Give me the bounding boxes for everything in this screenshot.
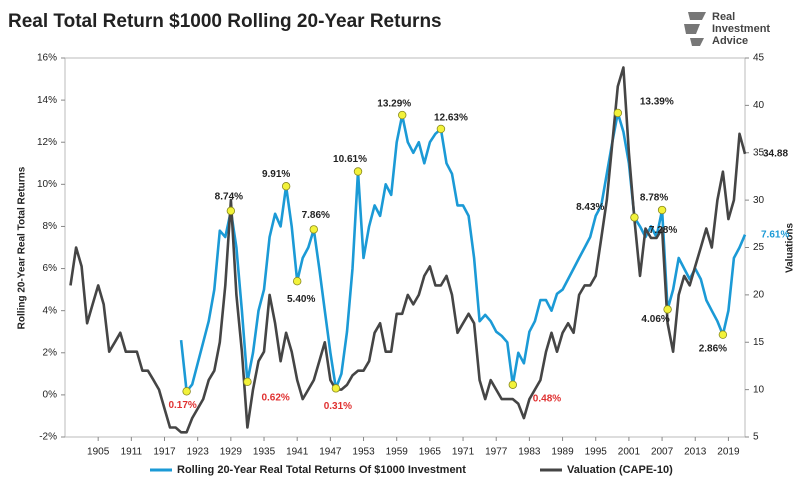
x-tick-label: 1959 [386, 447, 409, 458]
annotation-marker [292, 276, 302, 286]
annotation-label: 4.06% [641, 314, 669, 325]
x-tick-label: 2019 [717, 447, 740, 458]
y2-tick-label: 20 [753, 290, 765, 301]
x-tick-label: 1929 [220, 447, 243, 458]
y2-tick-label: 5 [753, 432, 759, 443]
annotation-label: 0.48% [533, 393, 561, 404]
y2-tick-label: 35 [753, 147, 765, 158]
y-tick-label: 2% [43, 347, 58, 358]
x-tick-label: 1995 [585, 447, 608, 458]
brand-line: Advice [712, 35, 748, 47]
x-tick-label: 2013 [684, 447, 707, 458]
annotation-label: 0.31% [324, 401, 352, 412]
series-line [179, 111, 747, 393]
annotation-label: 7.28% [649, 225, 677, 236]
y2-tick-label: 40 [753, 100, 765, 111]
annotation-label: 12.63% [434, 113, 468, 124]
y-axis-label: Rolling 20-Year Real Total Returns [17, 166, 28, 329]
x-tick-label: 1917 [153, 447, 176, 458]
legend-label: Rolling 20-Year Real Total Returns Of $1… [177, 464, 466, 476]
annotation-marker [718, 330, 728, 339]
x-tick-label: 1935 [253, 447, 276, 458]
y-tick-label: 0% [43, 390, 58, 401]
annotation-marker [353, 167, 363, 176]
annotation-marker [657, 205, 667, 215]
annotation-label: 13.29% [377, 99, 411, 110]
brand-line: Investment [712, 23, 770, 35]
x-tick-label: 1953 [352, 447, 375, 458]
x-tick-label: 2007 [651, 447, 674, 458]
annotation-label: 8.43% [576, 202, 604, 213]
annotation-marker [398, 110, 407, 120]
annotation-label: 0.17% [168, 400, 196, 411]
x-tick-label: 1947 [319, 447, 342, 458]
y2-tick-label: 10 [753, 384, 765, 395]
x-tick-label: 1923 [187, 447, 210, 458]
annotation-marker [182, 387, 191, 396]
annotation-label: 2.86% [699, 343, 727, 354]
annotation-label: 8.74% [215, 192, 243, 203]
annotation-marker [243, 377, 252, 387]
annotation-marker [436, 124, 446, 134]
annotation-label: 13.39% [640, 97, 674, 108]
annotation-label: 10.61% [333, 154, 367, 165]
annotation-label: 34.88 [763, 149, 788, 160]
logo-icon [684, 12, 706, 46]
logo: Real Investment Advice [684, 11, 770, 47]
legend-label: Valuation (CAPE-10) [567, 464, 673, 476]
y-tick-label: 16% [37, 53, 57, 64]
annotation-marker [281, 182, 291, 191]
annotation-marker [613, 108, 623, 118]
annotation-label: 9.91% [262, 169, 290, 180]
y-tick-label: 6% [43, 263, 58, 274]
x-tick-label: 1989 [551, 447, 574, 458]
annotation-marker [663, 305, 672, 314]
annotation-marker [508, 380, 518, 389]
y2-tick-label: 30 [753, 195, 765, 206]
y-tick-label: 8% [43, 221, 58, 232]
annotation-label: 7.61% [761, 229, 789, 240]
chart-title: Real Total Return $1000 Rolling 20-Year … [8, 11, 442, 32]
y2-tick-label: 25 [753, 242, 765, 253]
y-tick-label: 14% [37, 95, 57, 106]
x-tick-label: 1941 [286, 447, 309, 458]
y2-axis-label: Valuations [785, 223, 796, 273]
x-tick-label: 1905 [87, 447, 110, 458]
x-tick-label: 1983 [518, 447, 541, 458]
annotation-label: 0.62% [261, 392, 289, 403]
y-tick-label: -2% [39, 432, 57, 443]
annotation-label: 8.78% [640, 193, 668, 204]
annotation-marker [331, 384, 341, 393]
x-tick-label: 1971 [452, 447, 475, 458]
x-tick-label: 1977 [485, 447, 508, 458]
brand-line: Real [712, 11, 735, 23]
y-tick-label: 12% [37, 137, 57, 148]
annotation-marker [309, 225, 318, 234]
x-tick-label: 1965 [419, 447, 442, 458]
x-tick-label: 1911 [121, 447, 143, 458]
y2-tick-label: 15 [753, 337, 765, 348]
x-tick-label: 2001 [618, 447, 641, 458]
y-tick-label: 4% [43, 305, 58, 316]
annotation-marker [226, 206, 236, 216]
annotation-marker [630, 213, 639, 222]
series-line [69, 66, 747, 434]
annotation-label: 7.86% [302, 210, 330, 221]
annotation-label: 5.40% [287, 294, 315, 305]
y2-tick-label: 45 [753, 53, 765, 64]
y-tick-label: 10% [37, 179, 57, 190]
